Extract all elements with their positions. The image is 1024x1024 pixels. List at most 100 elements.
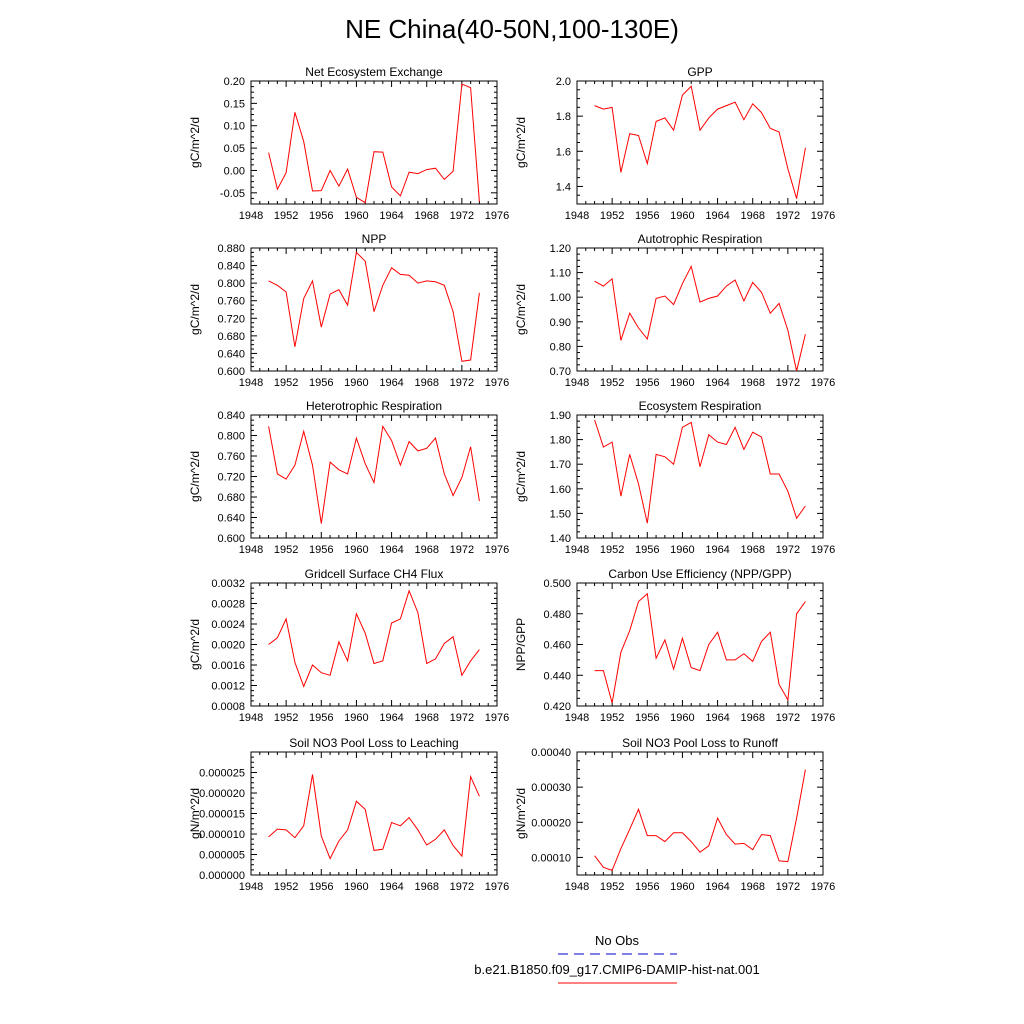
y-tick-label: 0.420: [543, 701, 571, 713]
y-axis-label: gN/m^2/d: [188, 788, 202, 839]
x-tick-label: 1952: [600, 210, 624, 222]
y-tick-label: 0.90: [550, 317, 571, 329]
x-tick-label: 1976: [485, 712, 509, 724]
y-tick-label: 0.0012: [211, 681, 245, 693]
y-tick-label: 0.480: [543, 609, 571, 621]
series-line: [594, 85, 806, 199]
y-tick-label: 0.000020: [199, 788, 245, 800]
y-axis-label: gC/m^2/d: [188, 619, 202, 670]
x-tick-label: 1976: [485, 544, 509, 556]
panel-8: Carbon Use Efficiency (NPP/GPP) NPP/GPP 19…: [514, 567, 835, 724]
x-tick-label: 1956: [635, 544, 659, 556]
plot-frame: [576, 247, 824, 372]
plot-frame: [576, 414, 824, 539]
x-tick-label: 1960: [344, 377, 368, 389]
panel-1: Net Ecosystem Exchange gC/m^2/d 1948 1952 19…: [188, 65, 509, 222]
x-tick-label: 1960: [670, 881, 694, 893]
y-tick-label: 0.840: [217, 410, 245, 422]
x-tick-label: 1968: [740, 210, 764, 222]
x-tick-label: 1972: [776, 881, 800, 893]
x-tick-label: 1952: [274, 881, 298, 893]
x-tick-label: 1956: [309, 881, 333, 893]
panel-title: Autotrophic Respiration: [638, 232, 763, 246]
x-tick-label: 1956: [309, 544, 333, 556]
y-tick-label: 0.80: [550, 341, 571, 353]
plot-frame: [576, 751, 824, 876]
x-tick-label: 1952: [274, 210, 298, 222]
y-tick-label: 0.000005: [199, 850, 245, 862]
x-tick-label: 1948: [239, 544, 263, 556]
panel-title: Soil NO3 Pool Loss to Leaching: [289, 736, 458, 750]
panel-title: NPP: [362, 232, 387, 246]
x-tick-label: 1952: [600, 544, 624, 556]
y-tick-label: 1.20: [550, 243, 571, 255]
y-tick-label: 0.440: [543, 670, 571, 682]
y-tick-label: 0.000000: [199, 870, 245, 882]
x-tick-label: 1960: [670, 210, 694, 222]
y-tick-label: 1.40: [550, 533, 571, 545]
x-tick-label: 1964: [379, 881, 403, 893]
series-line: [268, 424, 480, 524]
y-tick-label: 0.20: [224, 76, 245, 88]
series-line: [594, 592, 806, 704]
x-tick-label: 1968: [414, 881, 438, 893]
x-tick-label: 1960: [670, 544, 694, 556]
x-tick-label: 1956: [635, 712, 659, 724]
x-tick-label: 1952: [600, 881, 624, 893]
x-tick-label: 1964: [705, 210, 729, 222]
y-tick-label: 1.00: [550, 292, 571, 304]
y-tick-label: 1.80: [550, 435, 571, 447]
y-axis-label: gN/m^2/d: [514, 788, 528, 839]
series-line: [268, 774, 480, 860]
x-tick-label: 1968: [740, 377, 764, 389]
x-tick-label: 1968: [414, 377, 438, 389]
x-tick-label: 1960: [670, 712, 694, 724]
x-tick-label: 1956: [635, 210, 659, 222]
x-tick-label: 1948: [239, 210, 263, 222]
y-axis-label: NPP/GPP: [514, 618, 528, 671]
y-tick-label: 0.600: [217, 366, 245, 378]
y-axis-label: gC/m^2/d: [188, 117, 202, 168]
y-tick-label: 0.0008: [211, 701, 245, 713]
y-tick-label: 2.0: [556, 76, 571, 88]
plot-frame: [250, 751, 498, 876]
panel-title: Ecosystem Respiration: [639, 399, 762, 413]
x-tick-label: 1976: [811, 544, 835, 556]
series-line: [268, 251, 480, 362]
y-tick-label: 0.460: [543, 640, 571, 652]
plot-frame: [250, 582, 498, 707]
x-tick-label: 1948: [239, 712, 263, 724]
x-tick-label: 1948: [565, 544, 589, 556]
legend-label-model-run: b.e21.B1850.f09_g17.CMIP6-DAMIP-hist-nat…: [474, 962, 760, 977]
x-tick-label: 1972: [776, 210, 800, 222]
x-tick-label: 1972: [776, 712, 800, 724]
x-tick-label: 1960: [344, 210, 368, 222]
y-tick-label: 0.000025: [199, 768, 245, 780]
y-tick-label: 0.640: [217, 513, 245, 525]
y-tick-label: 1.10: [550, 268, 571, 280]
panel-9: Soil NO3 Pool Loss to Leaching gN/m^2/d 19…: [188, 736, 509, 893]
y-tick-label: 0.10: [224, 121, 245, 133]
y-tick-label: 1.70: [550, 459, 571, 471]
y-tick-label: 0.840: [217, 261, 245, 273]
x-tick-label: 1952: [274, 712, 298, 724]
panel-title: Soil NO3 Pool Loss to Runoff: [622, 736, 779, 750]
x-tick-label: 1948: [565, 210, 589, 222]
x-tick-label: 1948: [565, 377, 589, 389]
x-tick-label: 1956: [635, 377, 659, 389]
panel-title: Gridcell Surface CH4 Flux: [305, 567, 444, 581]
x-tick-label: 1964: [379, 712, 403, 724]
y-tick-label: 1.90: [550, 410, 571, 422]
y-tick-label: 0.0028: [211, 599, 245, 611]
y-tick-label: 1.8: [556, 111, 571, 123]
series-line: [594, 264, 806, 372]
x-tick-label: 1968: [414, 544, 438, 556]
y-tick-label: 0.15: [224, 98, 245, 110]
y-tick-label: 0.760: [217, 296, 245, 308]
x-tick-label: 1968: [740, 712, 764, 724]
x-tick-label: 1948: [565, 712, 589, 724]
x-tick-label: 1972: [450, 377, 474, 389]
x-tick-label: 1968: [740, 544, 764, 556]
x-tick-label: 1976: [811, 210, 835, 222]
panel-4: Autotrophic Respiration gC/m^2/d 1948 1952 1…: [514, 232, 835, 389]
